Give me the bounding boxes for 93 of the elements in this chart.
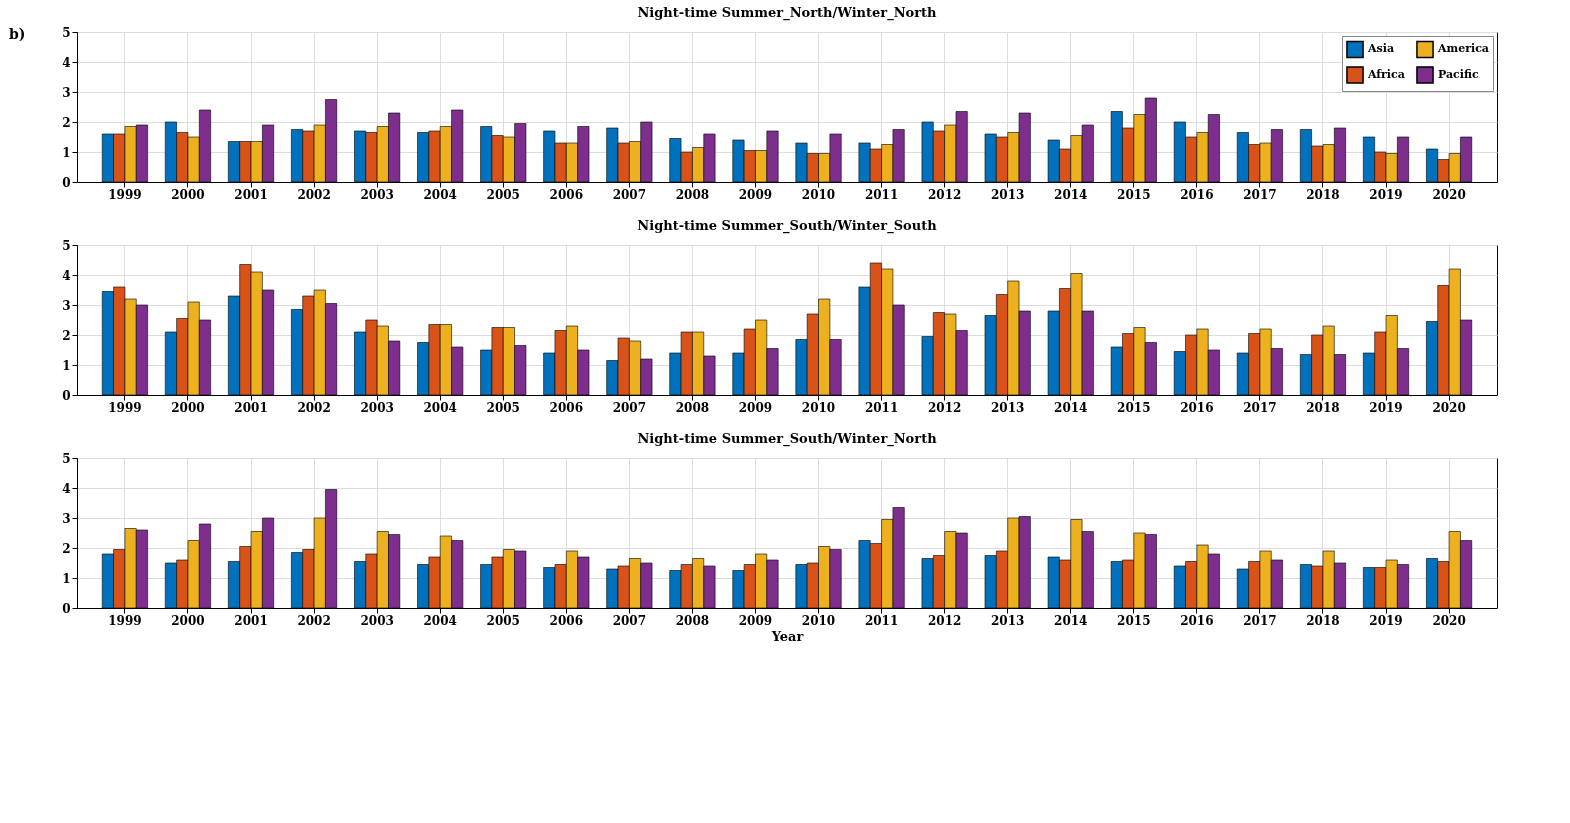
chart-title: Night-time Summer_South/Winter_North <box>637 431 938 447</box>
x-tick-label: 2002 <box>297 613 331 628</box>
legend-label: Africa <box>1367 68 1405 81</box>
x-tick-label: 2005 <box>486 400 520 415</box>
y-tick-label: 0 <box>62 175 71 190</box>
x-tick-label: 2007 <box>612 187 647 202</box>
y-tick-label: 3 <box>62 298 71 313</box>
x-tick-label: 1999 <box>108 187 142 202</box>
x-tick-label: 2011 <box>864 187 899 202</box>
x-tick-label: 2001 <box>234 400 268 415</box>
x-tick-label: 2019 <box>1369 400 1403 415</box>
x-tick-label: 2003 <box>360 187 394 202</box>
legend-label: Pacific <box>1438 68 1479 81</box>
x-tick-label: 2012 <box>927 187 962 202</box>
y-tick-label: 4 <box>62 481 71 496</box>
x-tick-label: 2000 <box>171 613 205 628</box>
x-tick-label: 2012 <box>927 400 962 415</box>
x-tick-label: 2009 <box>738 400 773 415</box>
x-tick-label: 2000 <box>171 400 205 415</box>
x-tick-label: 2014 <box>1054 613 1088 628</box>
x-tick-label: 2020 <box>1432 613 1466 628</box>
x-tick-label: 2008 <box>675 613 710 628</box>
x-tick-label: 2004 <box>423 187 457 202</box>
y-tick-label: 2 <box>62 541 71 556</box>
x-tick-label: 2008 <box>675 400 710 415</box>
x-tick-label: 1999 <box>108 613 142 628</box>
y-tick-label: 5 <box>62 451 71 466</box>
x-tick-label: 2020 <box>1432 400 1466 415</box>
x-tick-label: 2010 <box>801 400 836 415</box>
y-tick-label: 4 <box>62 55 71 70</box>
x-tick-label: 2015 <box>1117 613 1151 628</box>
x-tick-label: 2009 <box>738 613 773 628</box>
x-tick-label: 2007 <box>612 400 647 415</box>
x-tick-label: 2013 <box>990 187 1025 202</box>
x-tick-label: 2016 <box>1180 400 1214 415</box>
y-tick-label: 4 <box>62 268 71 283</box>
y-tick-label: 5 <box>62 25 71 40</box>
x-tick-label: 2010 <box>801 613 836 628</box>
x-tick-label: 2000 <box>171 187 205 202</box>
x-tick-label: 2014 <box>1054 400 1088 415</box>
x-tick-label: 2017 <box>1243 187 1277 202</box>
x-tick-label: 2003 <box>360 400 394 415</box>
y-tick-label: 3 <box>62 511 71 526</box>
x-tick-label: 2003 <box>360 613 394 628</box>
y-tick-label: 5 <box>62 238 71 253</box>
x-tick-label: 2018 <box>1306 400 1340 415</box>
chart-title: Night-time Summer_North/Winter_North <box>637 5 938 21</box>
x-tick-label: 2009 <box>738 187 773 202</box>
x-tick-label: 2013 <box>990 613 1025 628</box>
x-tick-label: 2006 <box>549 613 584 628</box>
x-tick-label: 2004 <box>423 400 457 415</box>
y-tick-label: 0 <box>62 601 71 616</box>
x-axis-title: Year <box>770 628 804 644</box>
y-tick-label: 1 <box>62 358 71 373</box>
x-tick-label: 2007 <box>612 613 647 628</box>
x-tick-label: 2018 <box>1306 613 1340 628</box>
x-tick-label: 2011 <box>864 613 899 628</box>
x-tick-label: 2011 <box>864 400 899 415</box>
x-tick-label: 2016 <box>1180 187 1214 202</box>
y-tick-label: 1 <box>62 145 71 160</box>
x-tick-label: 2005 <box>486 187 520 202</box>
x-tick-label: 2010 <box>801 187 836 202</box>
x-tick-label: 1999 <box>108 400 142 415</box>
x-tick-label: 2019 <box>1369 613 1403 628</box>
legend-label: Asia <box>1367 42 1395 56</box>
x-tick-label: 2006 <box>549 400 584 415</box>
text: b) <box>9 26 26 42</box>
x-tick-label: 2018 <box>1306 187 1340 202</box>
x-tick-label: 2001 <box>234 187 268 202</box>
y-tick-label: 3 <box>62 85 71 100</box>
x-tick-label: 2020 <box>1432 187 1466 202</box>
y-tick-label: 2 <box>62 328 71 343</box>
x-tick-label: 2006 <box>549 187 584 202</box>
x-tick-label: 2019 <box>1369 187 1403 202</box>
x-tick-label: 2002 <box>297 187 331 202</box>
x-tick-label: 2004 <box>423 613 457 628</box>
x-tick-label: 2001 <box>234 613 268 628</box>
x-tick-label: 2014 <box>1054 187 1088 202</box>
x-tick-label: 2015 <box>1117 400 1151 415</box>
x-tick-label: 2016 <box>1180 613 1214 628</box>
x-tick-label: 2008 <box>675 187 710 202</box>
x-tick-label: 2017 <box>1243 613 1277 628</box>
legend-label: America <box>1437 42 1489 56</box>
chart-title: Night-time Summer_South/Winter_South <box>637 218 938 234</box>
x-tick-label: 2015 <box>1117 187 1151 202</box>
x-tick-label: 2013 <box>990 400 1025 415</box>
x-tick-label: 2017 <box>1243 400 1277 415</box>
x-tick-label: 2002 <box>297 400 331 415</box>
x-tick-label: 2012 <box>927 613 962 628</box>
y-tick-label: 0 <box>62 388 71 403</box>
y-tick-label: 2 <box>62 115 71 130</box>
x-tick-label: 2005 <box>486 613 520 628</box>
y-tick-label: 1 <box>62 571 71 586</box>
